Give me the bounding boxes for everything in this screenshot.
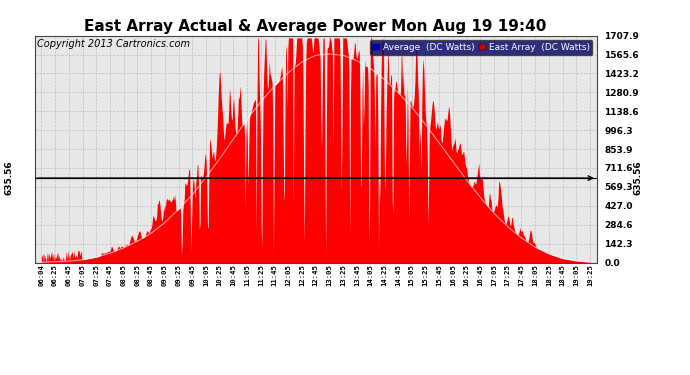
Title: East Array Actual & Average Power Mon Aug 19 19:40: East Array Actual & Average Power Mon Au… <box>84 20 547 34</box>
Text: Copyright 2013 Cartronics.com: Copyright 2013 Cartronics.com <box>37 39 190 49</box>
Text: 635.56: 635.56 <box>5 161 14 195</box>
Text: 635.56: 635.56 <box>633 161 642 195</box>
Legend: Average  (DC Watts), East Array  (DC Watts): Average (DC Watts), East Array (DC Watts… <box>370 40 592 54</box>
